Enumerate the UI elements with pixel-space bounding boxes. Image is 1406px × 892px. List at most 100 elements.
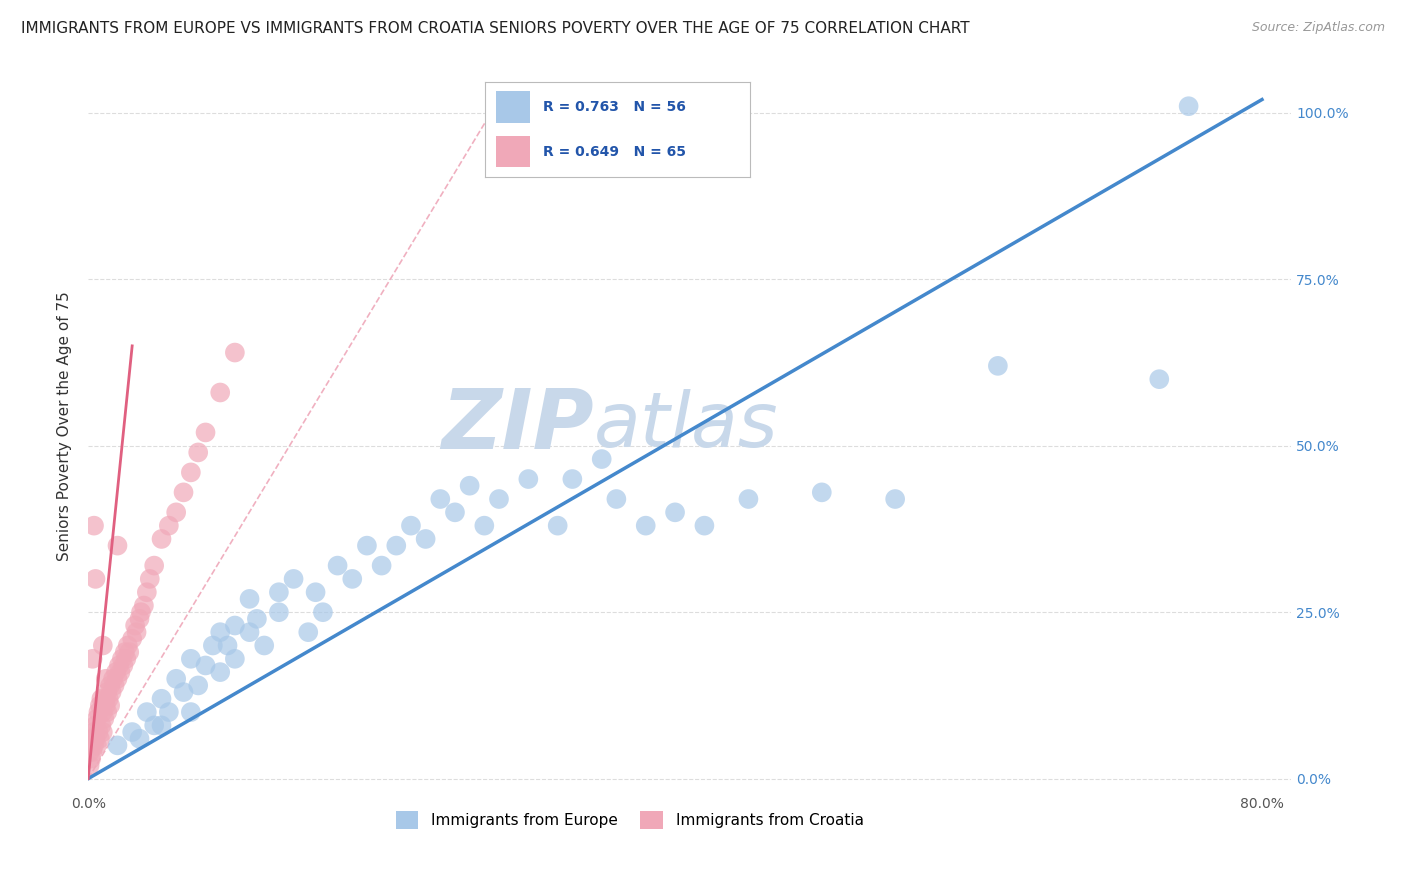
Point bbox=[810, 485, 832, 500]
Point bbox=[224, 618, 246, 632]
Point bbox=[107, 539, 129, 553]
Point bbox=[84, 572, 107, 586]
Point bbox=[143, 558, 166, 573]
Point bbox=[312, 605, 335, 619]
Point bbox=[103, 678, 125, 692]
Point bbox=[108, 658, 131, 673]
Point bbox=[326, 558, 349, 573]
Point bbox=[80, 739, 103, 753]
Point bbox=[86, 712, 108, 726]
Point bbox=[547, 518, 569, 533]
Point bbox=[107, 672, 129, 686]
Point bbox=[370, 558, 392, 573]
Point bbox=[385, 539, 408, 553]
Point bbox=[101, 672, 124, 686]
Text: ZIP: ZIP bbox=[441, 385, 593, 467]
Y-axis label: Seniors Poverty Over the Age of 75: Seniors Poverty Over the Age of 75 bbox=[58, 291, 72, 561]
Point bbox=[173, 485, 195, 500]
Point bbox=[1177, 99, 1199, 113]
Point bbox=[238, 591, 260, 606]
Point bbox=[82, 652, 104, 666]
Point bbox=[238, 625, 260, 640]
Point bbox=[94, 698, 117, 713]
Point bbox=[79, 745, 101, 759]
Point bbox=[83, 725, 105, 739]
Point bbox=[209, 665, 232, 679]
Point bbox=[165, 505, 187, 519]
Point bbox=[224, 652, 246, 666]
Point bbox=[201, 639, 224, 653]
Point bbox=[150, 532, 173, 546]
Point bbox=[111, 652, 134, 666]
Point bbox=[89, 731, 111, 746]
Point bbox=[150, 718, 173, 732]
Point bbox=[180, 652, 202, 666]
Point bbox=[444, 505, 467, 519]
Point bbox=[180, 466, 202, 480]
Point bbox=[165, 672, 187, 686]
Point bbox=[664, 505, 686, 519]
Point bbox=[129, 605, 152, 619]
Point bbox=[209, 625, 232, 640]
Point bbox=[135, 705, 157, 719]
Point bbox=[125, 625, 148, 640]
Point bbox=[488, 491, 510, 506]
Point bbox=[297, 625, 319, 640]
Point bbox=[94, 691, 117, 706]
Point bbox=[84, 731, 107, 746]
Point bbox=[143, 718, 166, 732]
Point bbox=[96, 685, 118, 699]
Point bbox=[224, 345, 246, 359]
Point bbox=[884, 491, 907, 506]
Legend: Immigrants from Europe, Immigrants from Croatia: Immigrants from Europe, Immigrants from … bbox=[389, 805, 870, 836]
Point bbox=[107, 739, 129, 753]
Point bbox=[105, 665, 128, 679]
Point bbox=[83, 739, 105, 753]
Point bbox=[93, 712, 115, 726]
Point bbox=[135, 585, 157, 599]
Point bbox=[246, 612, 269, 626]
Point bbox=[517, 472, 540, 486]
Point bbox=[94, 672, 117, 686]
Point bbox=[124, 618, 146, 632]
Point bbox=[267, 605, 290, 619]
Point bbox=[82, 731, 104, 746]
Point bbox=[693, 518, 716, 533]
Point bbox=[209, 385, 232, 400]
Point bbox=[267, 585, 290, 599]
Point bbox=[561, 472, 583, 486]
Point bbox=[128, 612, 150, 626]
Point bbox=[187, 445, 209, 459]
Point bbox=[194, 658, 217, 673]
Point bbox=[399, 518, 422, 533]
Point bbox=[132, 599, 155, 613]
Point bbox=[356, 539, 378, 553]
Point bbox=[187, 678, 209, 692]
Point bbox=[91, 705, 114, 719]
Point bbox=[304, 585, 326, 599]
Point bbox=[98, 678, 121, 692]
Point bbox=[157, 518, 180, 533]
Point bbox=[415, 532, 437, 546]
Point bbox=[429, 491, 451, 506]
Text: Source: ZipAtlas.com: Source: ZipAtlas.com bbox=[1251, 21, 1385, 35]
Point bbox=[97, 691, 120, 706]
Point bbox=[100, 685, 122, 699]
Point bbox=[180, 705, 202, 719]
Text: atlas: atlas bbox=[593, 389, 778, 463]
Point bbox=[89, 698, 111, 713]
Point bbox=[342, 572, 364, 586]
Point bbox=[86, 739, 108, 753]
Point bbox=[472, 518, 495, 533]
Point bbox=[118, 645, 141, 659]
Point bbox=[115, 652, 138, 666]
Point bbox=[80, 752, 103, 766]
Point bbox=[634, 518, 657, 533]
Point bbox=[96, 705, 118, 719]
Point bbox=[157, 705, 180, 719]
Point bbox=[458, 479, 481, 493]
Point bbox=[283, 572, 305, 586]
Point bbox=[79, 758, 101, 772]
Point bbox=[91, 725, 114, 739]
Point bbox=[150, 691, 173, 706]
